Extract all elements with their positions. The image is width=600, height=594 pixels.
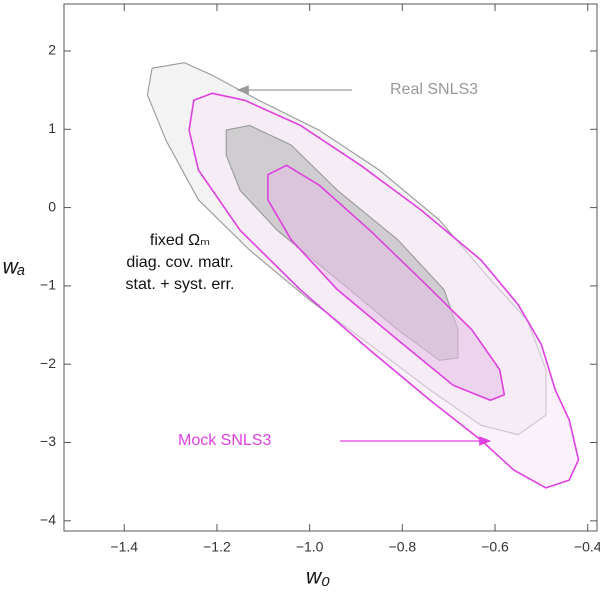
- x-axis-label: w₀: [306, 566, 330, 589]
- y-axis-label: wₐ: [3, 256, 26, 279]
- plot-area: [146, 62, 580, 489]
- plot-frame: [63, 3, 598, 532]
- y-tick-label: 0: [48, 198, 56, 214]
- series-label: Mock SNLS3: [178, 432, 271, 449]
- annotation: fixed Ωₘ: [150, 232, 210, 249]
- x-tick-label: −0.8: [389, 539, 417, 555]
- y-tick-label: −2: [40, 355, 56, 371]
- x-tick-label: −0.4: [574, 539, 600, 555]
- y-tick-label: 2: [48, 42, 56, 58]
- y-tick-label: −4: [40, 512, 56, 528]
- x-tick-label: −1.0: [296, 539, 324, 555]
- x-tick-label: −0.6: [481, 539, 509, 555]
- series-label: Real SNLS3: [390, 81, 478, 98]
- contour: [267, 164, 506, 401]
- x-tick-label: −1.2: [203, 539, 231, 555]
- annotation: diag. cov. matr.: [126, 254, 233, 271]
- y-tick-label: −3: [40, 433, 56, 449]
- y-tick-label: −1: [40, 277, 56, 293]
- y-tick-label: 1: [48, 120, 56, 136]
- annotation: stat. + syst. err.: [126, 276, 235, 293]
- x-tick-label: −1.4: [110, 539, 138, 555]
